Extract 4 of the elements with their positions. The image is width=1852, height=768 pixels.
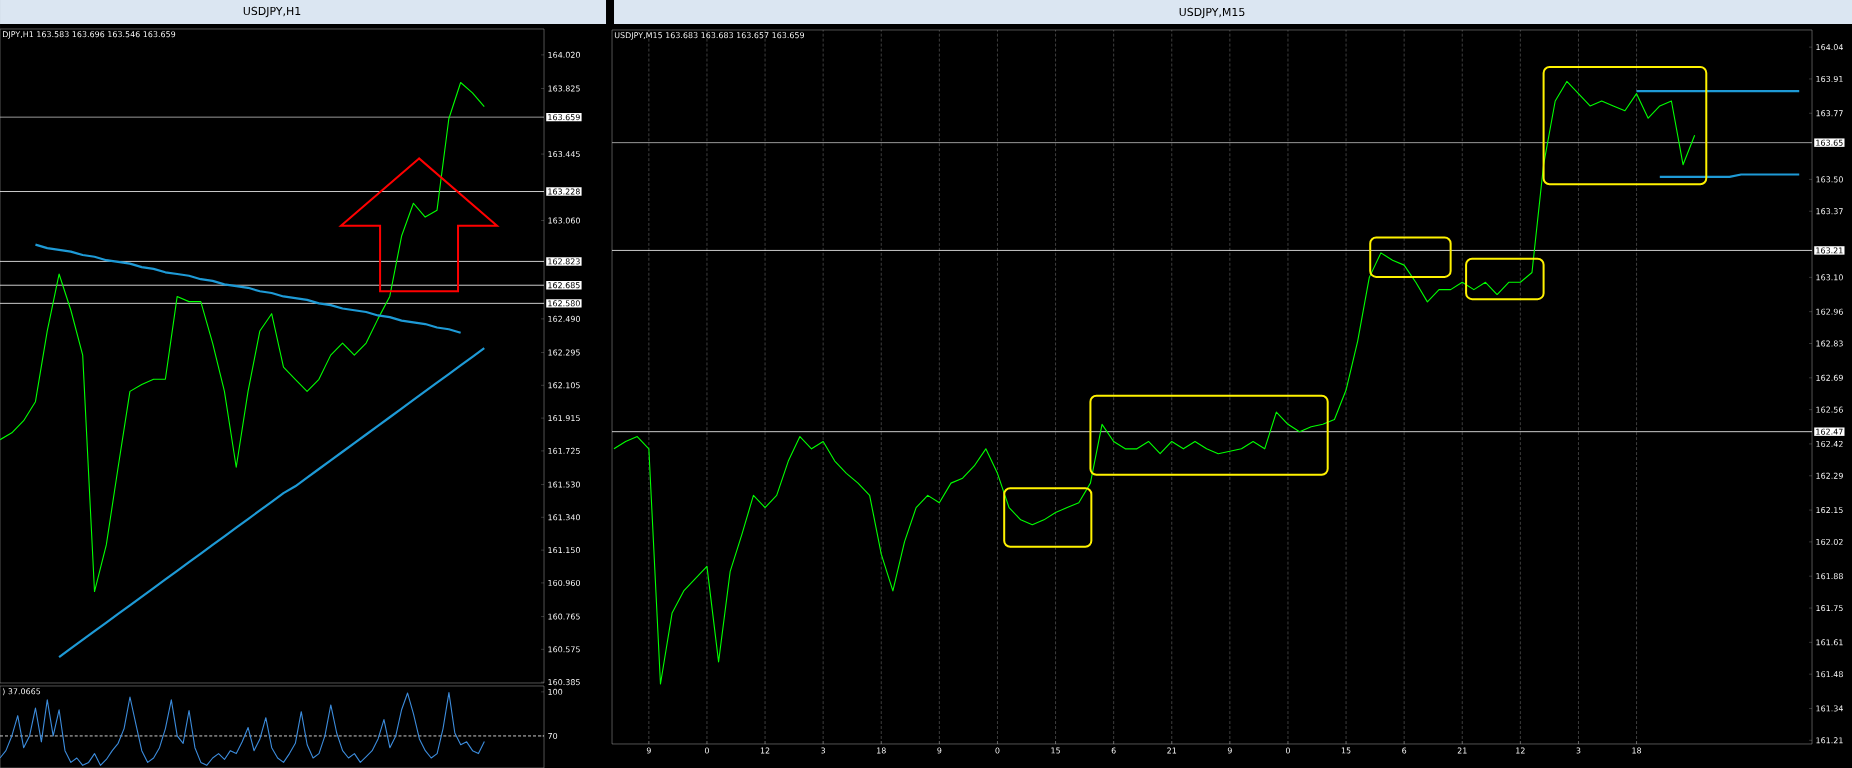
line-series bbox=[34, 243, 462, 334]
chart-title: USDJPY,M15 bbox=[1179, 7, 1245, 19]
line-series bbox=[0, 81, 485, 593]
chart-title: USDJPY,H1 bbox=[243, 6, 301, 18]
